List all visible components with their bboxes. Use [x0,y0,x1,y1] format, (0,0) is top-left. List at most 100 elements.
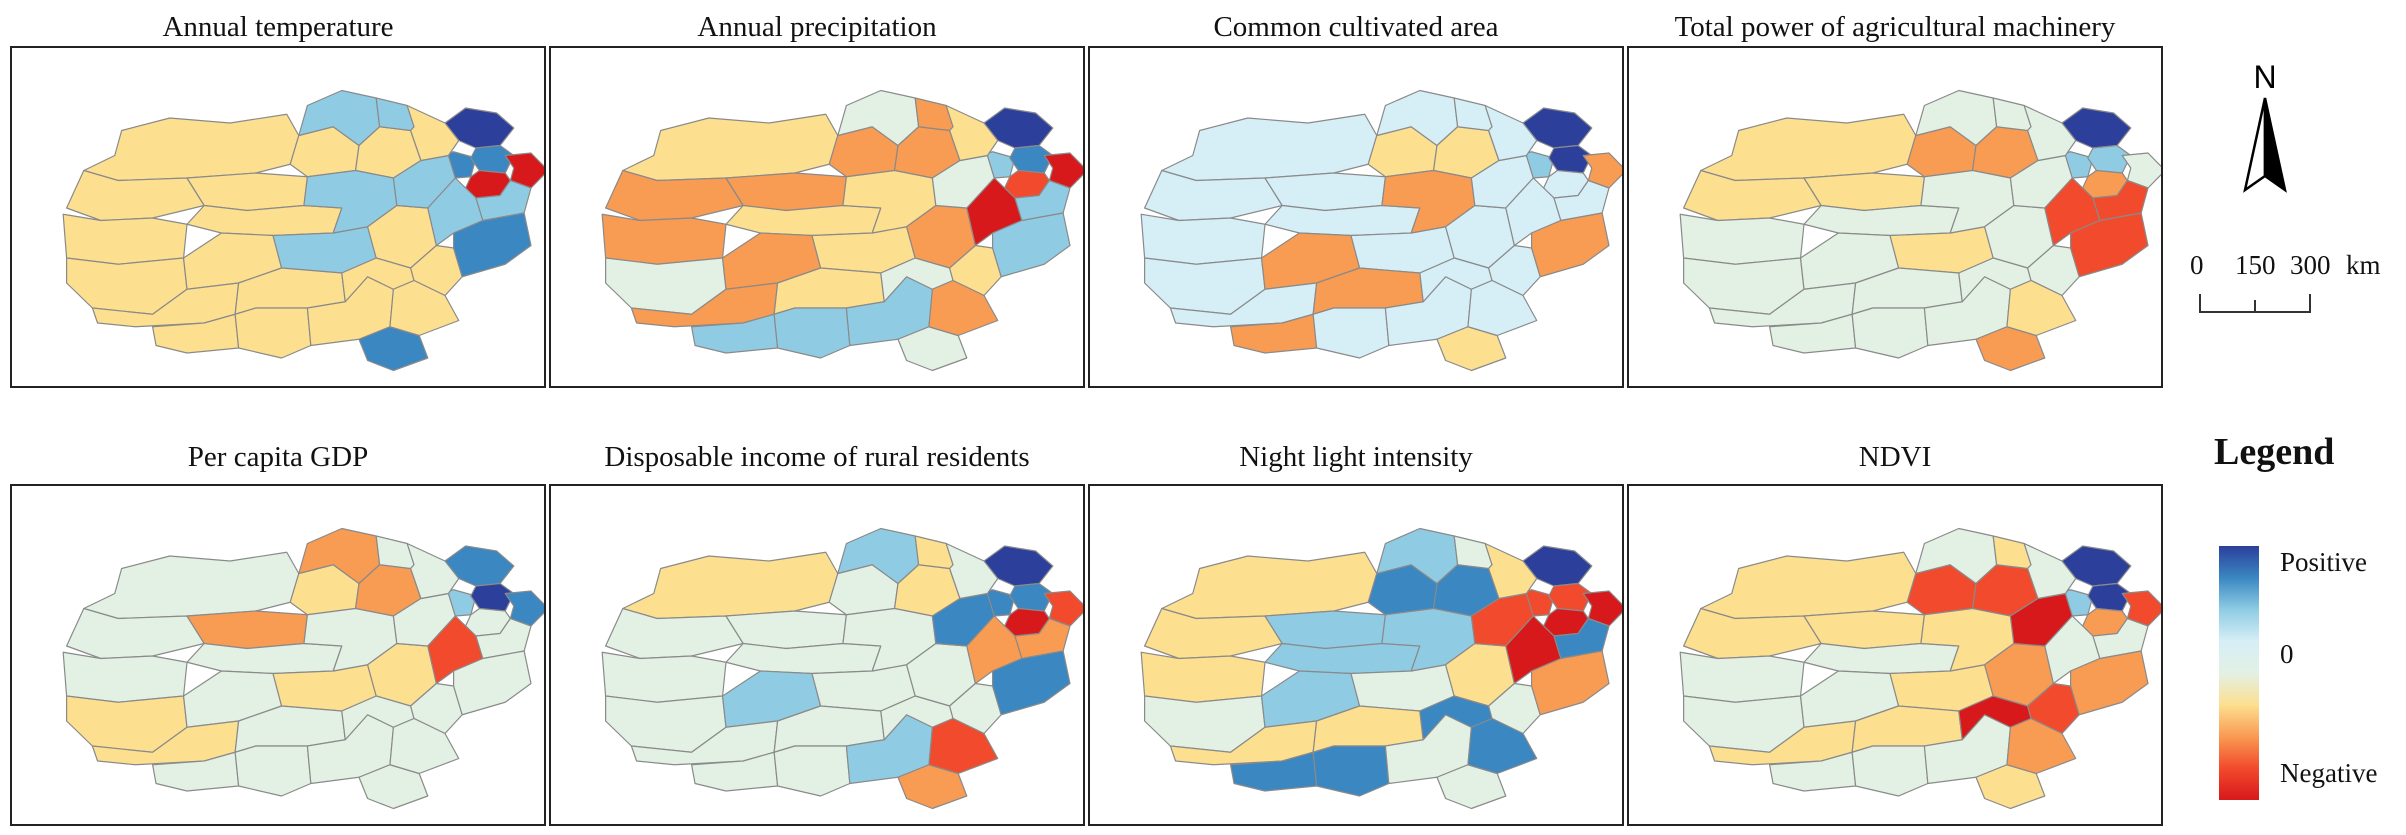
region-0 [623,552,838,618]
panel-title: Total power of agricultural machinery [1674,11,2116,43]
region-31 [929,281,998,336]
region-3 [726,611,846,649]
choropleth-map [1629,486,2161,824]
region-23 [445,108,514,148]
choropleth-map [551,486,1083,824]
region-31 [2007,719,2076,774]
scale-tick-0: 0 [2190,250,2204,280]
region-17 [235,746,311,796]
map-frame [1088,484,1624,826]
map-frame [549,484,1085,826]
region-23 [1523,108,1592,148]
scale-tick-150: 150 [2235,250,2276,280]
region-12 [915,536,953,569]
region-4 [187,206,342,236]
scale-tick-300: 300 [2290,250,2331,280]
region-0 [1162,114,1377,180]
map-frame [549,46,1085,388]
region-32 [2024,106,2076,161]
region-31 [1468,281,1537,336]
region-4 [1265,644,1420,674]
panel-title: Annual precipitation [697,11,937,43]
region-32 [407,544,459,599]
region-29 [454,213,531,277]
region-12 [1454,536,1492,569]
region-4 [726,644,881,674]
region-23 [984,108,1053,148]
region-3 [1265,173,1385,211]
legend-title: Legend [2214,431,2335,473]
panel-title: Annual temperature [162,11,394,43]
north-arrow-icon: N [2243,59,2287,193]
region-12 [1454,98,1492,131]
region-2 [1141,214,1265,264]
region-3 [1265,611,1385,649]
region-4 [726,206,881,236]
region-17 [1852,746,1928,796]
north-label: N [2253,59,2276,95]
choropleth-map [1090,48,1622,386]
choropleth-map [551,48,1083,386]
region-3 [1804,611,1924,649]
legend-negative-label: Negative [2280,758,2378,788]
map-frame [1627,484,2163,826]
region-31 [2007,281,2076,336]
region-29 [1532,651,1609,715]
region-32 [2024,544,2076,599]
panel-title: Per capita GDP [187,441,369,473]
region-12 [1993,98,2031,131]
region-17 [1313,746,1389,796]
region-17 [1313,308,1389,358]
choropleth-map [1629,48,2161,386]
scale-bar-line [2199,294,2311,313]
region-32 [946,544,998,599]
region-23 [445,546,514,586]
panel-title: NDVI [1858,441,1932,473]
panel-title: Disposable income of rural residents [604,441,1030,473]
panel-title: Night light intensity [1239,441,1473,473]
region-23 [984,546,1053,586]
region-23 [2062,546,2131,586]
region-17 [774,746,850,796]
region-4 [1804,206,1959,236]
region-3 [726,173,846,211]
map-frame [10,46,546,388]
region-2 [63,652,187,702]
region-31 [390,281,459,336]
region-0 [623,114,838,180]
region-0 [84,552,299,618]
region-31 [390,719,459,774]
map-frame [10,484,546,826]
region-17 [1852,308,1928,358]
region-2 [1141,652,1265,702]
region-4 [1804,644,1959,674]
region-2 [602,652,726,702]
choropleth-map [1090,486,1622,824]
region-3 [187,611,307,649]
region-4 [187,644,342,674]
region-23 [2062,108,2131,148]
region-32 [1485,106,1537,161]
region-12 [1993,536,2031,569]
region-3 [187,173,307,211]
region-32 [946,106,998,161]
region-17 [235,308,311,358]
map-frame [1088,46,1624,388]
region-23 [1523,546,1592,586]
region-4 [1265,206,1420,236]
region-2 [63,214,187,264]
region-0 [1701,114,1916,180]
region-31 [929,719,998,774]
region-0 [1701,552,1916,618]
region-12 [376,98,414,131]
choropleth-map [12,486,544,824]
region-3 [1804,173,1924,211]
region-29 [993,651,1070,715]
region-2 [602,214,726,264]
scale-unit: km [2346,250,2381,280]
region-31 [1468,719,1537,774]
legend-color-ramp [2219,546,2259,800]
region-12 [376,536,414,569]
region-29 [993,213,1070,277]
region-29 [1532,213,1609,277]
